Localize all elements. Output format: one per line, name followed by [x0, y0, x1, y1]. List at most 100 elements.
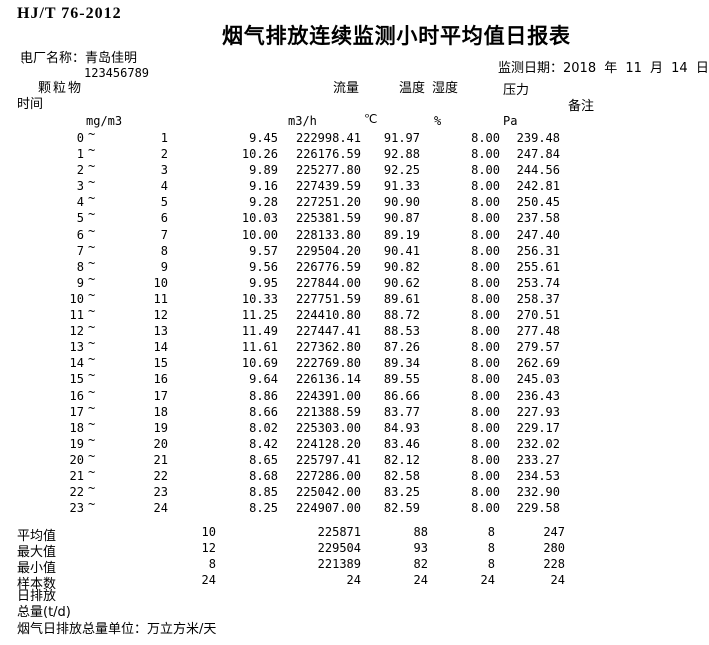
humidity-value: 8.00 — [471, 243, 500, 258]
dust-value: 8.86 — [249, 388, 278, 403]
tilde-separator: ~ — [88, 271, 96, 286]
tilde-separator: ~ — [88, 239, 96, 254]
dust-value: 11.25 — [241, 308, 278, 323]
hour-end: 15 — [153, 356, 168, 371]
pressure-value: 234.53 — [516, 468, 560, 483]
flow-value: 226176.59 — [295, 147, 361, 162]
pressure-value: 229.17 — [516, 420, 560, 435]
table-row: 21 ~ 22 8.68 227286.00 82.58 8.00 234.53 — [0, 464, 709, 485]
hour-start: 20 — [69, 452, 84, 467]
summary-label: 最大值 — [17, 545, 57, 561]
dust-value: 8.68 — [249, 468, 278, 483]
humidity-value: 8.00 — [471, 324, 500, 339]
temperature-value: 92.25 — [383, 163, 420, 178]
hour-end: 2 — [160, 147, 168, 162]
tilde-separator: ~ — [88, 497, 96, 512]
table-row: 18 ~ 19 8.02 225303.00 84.93 8.00 229.17 — [0, 417, 709, 437]
dust-value: 8.66 — [249, 404, 278, 419]
dust-value: 9.16 — [249, 179, 278, 194]
humidity-value: 8.00 — [471, 501, 500, 516]
tilde-separator: ~ — [88, 368, 96, 383]
hour-start: 19 — [69, 436, 84, 451]
hour-end: 20 — [153, 436, 168, 451]
dust-value: 9.95 — [249, 275, 278, 290]
monitor-date: 监测日期：2018 年 11 月 14 日 — [498, 61, 709, 76]
humidity-value: 8.00 — [471, 227, 500, 242]
flow-value: 229504.20 — [295, 243, 361, 258]
hour-end: 4 — [160, 179, 168, 194]
temperature-value: 82.59 — [383, 501, 420, 516]
temperature-value: 89.55 — [383, 372, 420, 387]
table-row: 17 ~ 18 8.66 221388.59 83.77 8.00 227.93 — [0, 401, 709, 421]
table-row: 12 ~ 13 11.49 227447.41 88.53 8.00 277.4… — [0, 321, 709, 340]
hour-end: 5 — [160, 195, 168, 210]
dust-value: 9.28 — [249, 195, 278, 210]
pressure-value: 232.90 — [516, 485, 560, 500]
temperature-stat: 82 — [413, 557, 428, 572]
temperature-value: 89.34 — [383, 356, 420, 371]
hour-start: 5 — [76, 211, 84, 226]
table-row: 13 ~ 14 11.61 227362.80 87.26 8.00 279.5… — [0, 337, 709, 356]
hour-start: 13 — [69, 340, 84, 355]
table-row: 10 ~ 11 10.33 227751.59 89.61 8.00 258.3… — [0, 288, 709, 308]
temperature-value: 90.41 — [383, 243, 420, 258]
hour-start: 14 — [69, 356, 84, 371]
flow-value: 224907.00 — [295, 501, 361, 516]
flow-value: 224391.00 — [295, 388, 361, 403]
pressure-value: 244.56 — [516, 163, 560, 178]
humidity-value: 8.00 — [471, 291, 500, 306]
table-row: 14 ~ 15 10.69 222769.80 89.34 8.00 262.6… — [0, 353, 709, 372]
temperature-value: 89.61 — [383, 291, 420, 306]
humidity-stat: 24 — [480, 573, 495, 588]
pressure-value: 279.57 — [516, 340, 560, 355]
table-row: 20 ~ 21 8.65 225797.41 82.12 8.00 233.27 — [0, 449, 709, 469]
table-row: 8 ~ 9 9.56 226776.59 90.82 8.00 255.61 — [0, 256, 709, 276]
dust-stat: 10 — [201, 525, 216, 539]
dust-value: 10.26 — [241, 147, 278, 162]
humidity-value: 8.00 — [471, 179, 500, 194]
pressure-value: 236.43 — [516, 388, 560, 403]
dust-value: 9.45 — [249, 131, 278, 145]
temperature-stat: 88 — [413, 525, 428, 539]
pressure-value: 270.51 — [516, 308, 560, 323]
hourly-data-rows: 0 ~ 1 9.45 222998.41 91.97 8.00 239.48 1… — [0, 128, 709, 517]
hour-start: 2 — [76, 163, 84, 178]
flow-stat: 221389 — [317, 557, 361, 572]
hour-end: 14 — [153, 340, 168, 355]
tilde-separator: ~ — [88, 432, 96, 447]
hour-end: 16 — [153, 372, 168, 387]
pressure-value: 262.69 — [516, 356, 560, 371]
hour-end: 8 — [160, 243, 168, 258]
dust-value: 11.61 — [241, 340, 278, 355]
hour-start: 23 — [69, 501, 84, 516]
flow-value: 227844.00 — [295, 275, 361, 290]
hour-start: 4 — [76, 195, 84, 210]
humidity-value: 8.00 — [471, 211, 500, 226]
hour-end: 18 — [153, 404, 168, 419]
pressure-value: 255.61 — [516, 259, 560, 274]
pressure-value: 232.02 — [516, 436, 560, 451]
hour-start: 17 — [69, 404, 84, 419]
pressure-stat: 247 — [543, 525, 565, 539]
tilde-separator: ~ — [88, 159, 96, 174]
humidity-value: 8.00 — [471, 404, 500, 419]
tilde-separator: ~ — [88, 464, 96, 479]
hour-end: 7 — [160, 227, 168, 242]
column-header-dust: 颗粒物 — [38, 81, 84, 96]
hour-start: 1 — [76, 147, 84, 162]
temperature-value: 90.82 — [383, 259, 420, 274]
table-row: 7 ~ 8 9.57 229504.20 90.41 8.00 256.31 — [0, 239, 709, 260]
hour-end: 9 — [160, 259, 168, 274]
humidity-value: 8.00 — [471, 420, 500, 435]
tilde-separator: ~ — [88, 481, 96, 496]
hour-start: 18 — [69, 420, 84, 435]
flow-value: 225277.80 — [295, 163, 361, 178]
pressure-stat: 228 — [543, 557, 565, 572]
humidity-stat: 8 — [487, 541, 495, 556]
temperature-value: 89.19 — [383, 227, 420, 242]
table-row: 11 ~ 12 11.25 224410.80 88.72 8.00 270.5… — [0, 305, 709, 324]
temperature-value: 82.12 — [383, 452, 420, 467]
pressure-value: 229.58 — [516, 501, 560, 516]
flow-value: 228133.80 — [295, 227, 361, 242]
hour-start: 16 — [69, 388, 84, 403]
